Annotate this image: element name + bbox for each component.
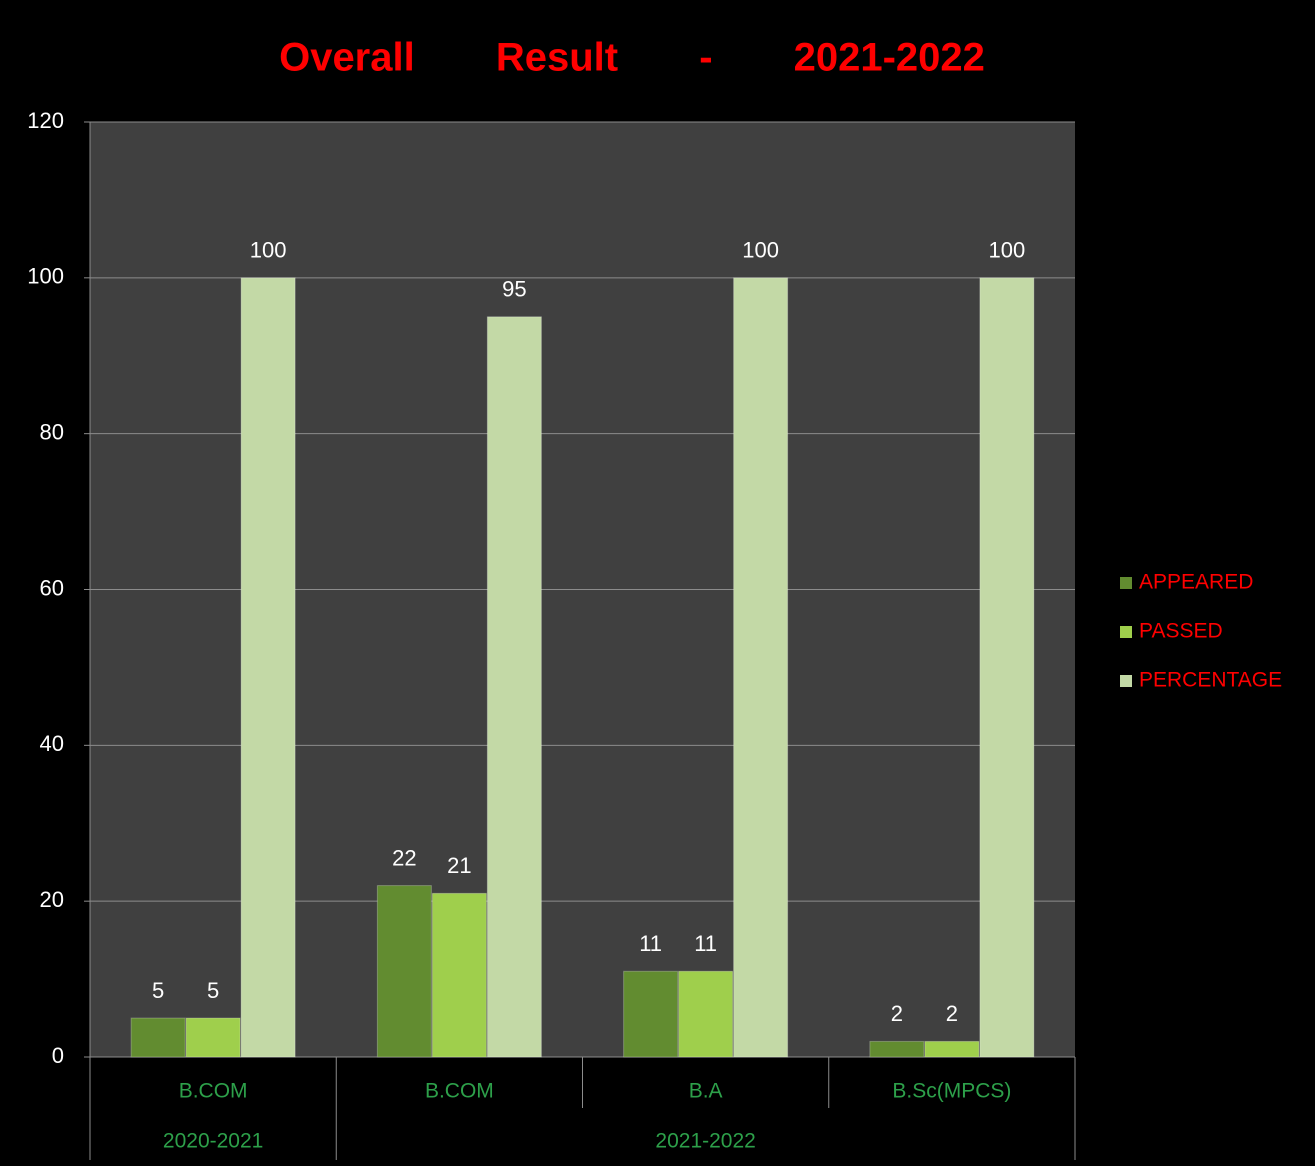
- y-tick-label: 100: [27, 264, 64, 289]
- bar: [979, 277, 1035, 1058]
- data-label: 11: [694, 931, 717, 956]
- group-label: 2021-2022: [655, 1130, 755, 1153]
- bar: [623, 970, 679, 1058]
- data-label: 95: [502, 277, 526, 302]
- x-tick-label: B.COM: [179, 1080, 248, 1103]
- legend-label: APPEARED: [1139, 571, 1253, 594]
- data-label: 100: [250, 238, 287, 263]
- group-label: 2020-2021: [163, 1130, 263, 1153]
- data-label: 5: [152, 978, 164, 1003]
- data-label: 2: [946, 1001, 958, 1026]
- data-label: 21: [447, 853, 471, 878]
- legend-label: PASSED: [1139, 620, 1223, 643]
- legend-swatch: [1120, 675, 1132, 687]
- y-tick-label: 60: [40, 575, 64, 600]
- bar: [240, 277, 296, 1058]
- data-label: 100: [742, 238, 779, 263]
- chart-title: Overall Result - 2021-2022: [279, 36, 985, 80]
- legend-swatch: [1120, 626, 1132, 638]
- bar: [733, 277, 789, 1058]
- bar: [130, 1017, 186, 1058]
- data-label: 22: [392, 845, 416, 870]
- y-tick-label: 80: [40, 419, 64, 444]
- bar: [924, 1040, 980, 1058]
- x-tick-label: B.COM: [425, 1080, 494, 1103]
- y-tick-label: 40: [40, 731, 64, 756]
- bar: [431, 892, 487, 1058]
- x-tick-label: B.A: [689, 1080, 723, 1103]
- x-tick-label: B.Sc(MPCS): [892, 1080, 1011, 1103]
- bar: [185, 1017, 241, 1058]
- data-label: 11: [639, 931, 662, 956]
- legend-swatch: [1120, 577, 1132, 589]
- data-label: 2: [891, 1001, 903, 1026]
- data-label: 100: [989, 238, 1026, 263]
- data-label: 5: [207, 978, 219, 1003]
- y-tick-label: 20: [40, 887, 64, 912]
- bar: [869, 1040, 925, 1058]
- bar: [678, 970, 734, 1058]
- bar: [486, 316, 542, 1058]
- y-tick-label: 120: [27, 108, 64, 133]
- bar: [376, 885, 432, 1058]
- y-tick-label: 0: [52, 1043, 64, 1068]
- legend-label: PERCENTAGE: [1139, 669, 1282, 692]
